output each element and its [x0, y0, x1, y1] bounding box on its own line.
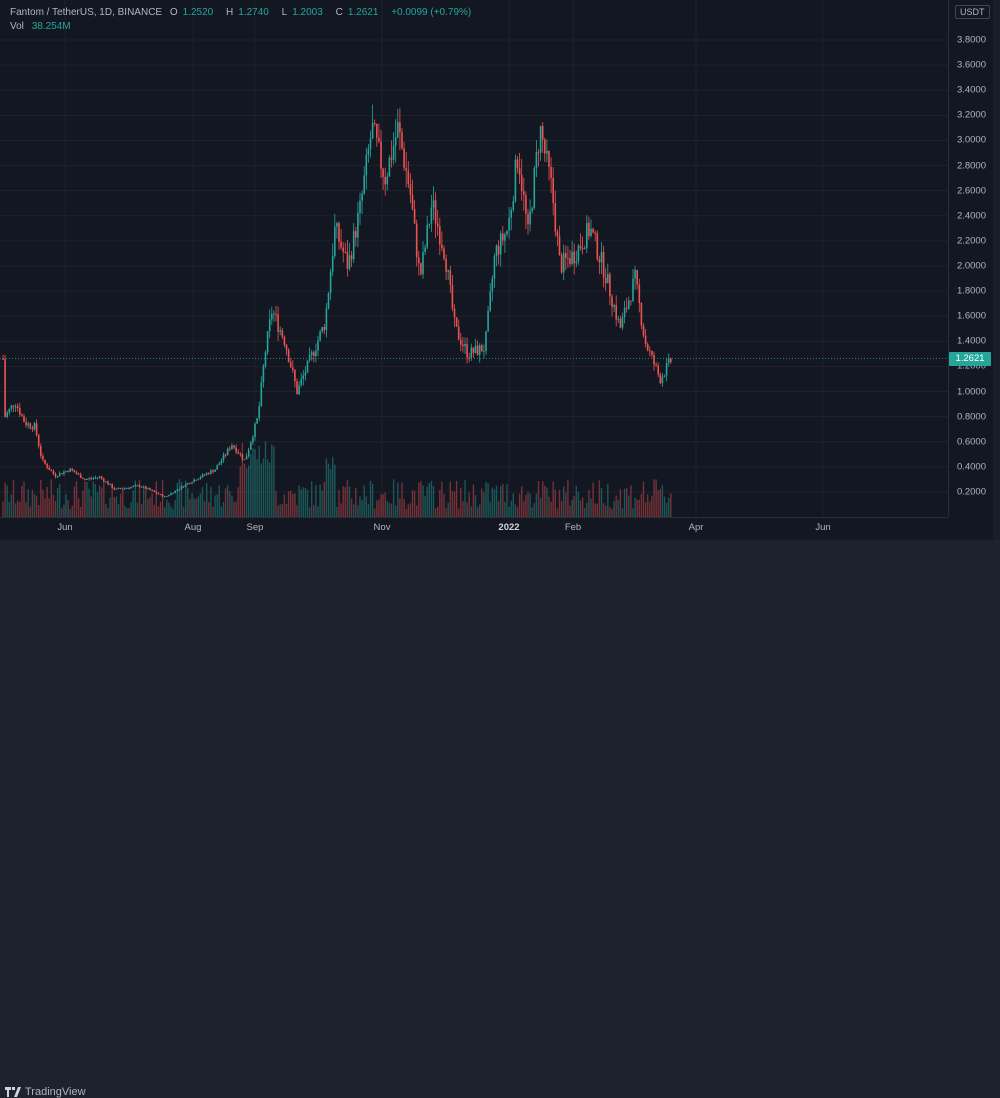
y-tick: 3.6000 — [956, 59, 986, 71]
volume-row: Vol 38.254M — [10, 20, 476, 34]
y-tick: 0.8000 — [956, 411, 986, 423]
footer: TradingView — [0, 540, 1000, 1098]
low-value: 1.2003 — [292, 7, 323, 18]
y-tick: 1.2000 — [956, 360, 986, 372]
price-axis[interactable] — [948, 0, 994, 517]
symbol-title[interactable]: Fantom / TetherUS, 1D, BINANCE — [10, 7, 163, 18]
x-tick: 2022 — [498, 522, 520, 533]
x-tick: Feb — [564, 522, 582, 533]
x-tick: Sep — [246, 522, 264, 533]
y-tick: 0.2000 — [956, 486, 986, 498]
tradingview-brand[interactable]: TradingView — [5, 1086, 86, 1098]
x-tick: Nov — [373, 522, 391, 533]
open-value: 1.2520 — [182, 7, 214, 18]
volume-label[interactable]: Vol — [10, 21, 24, 32]
chart-frame: Fantom / TetherUS, 1D, BINANCE O 1.2520 H… — [0, 0, 1000, 540]
brand-label: TradingView — [25, 1086, 86, 1098]
right-edge-strip — [993, 0, 1000, 540]
change-value: +0.0099 (+0.79%) — [391, 7, 472, 18]
y-tick: 2.0000 — [956, 260, 986, 272]
y-tick: 2.2000 — [956, 235, 986, 247]
y-tick: 0.6000 — [956, 436, 986, 448]
y-tick: 1.4000 — [956, 335, 986, 347]
y-tick: 3.2000 — [956, 109, 986, 121]
y-tick: 2.8000 — [956, 160, 986, 172]
y-tick: 3.8000 — [956, 34, 986, 46]
tradingview-logo-icon — [5, 1087, 21, 1097]
currency-button[interactable]: USDT — [955, 5, 990, 19]
ohlc-row: Fantom / TetherUS, 1D, BINANCE O 1.2520 H… — [10, 7, 472, 18]
y-tick: 1.0000 — [956, 386, 986, 398]
x-tick: Apr — [688, 522, 704, 533]
price-chart[interactable] — [0, 0, 948, 517]
y-tick: 3.0000 — [956, 134, 986, 146]
y-tick: 2.6000 — [956, 185, 986, 197]
time-axis[interactable] — [0, 517, 948, 540]
chart-pane[interactable] — [0, 0, 948, 517]
x-tick: Jun — [815, 522, 831, 533]
x-tick: Jun — [57, 522, 73, 533]
y-tick: 1.6000 — [956, 310, 986, 322]
close-value: 1.2621 — [347, 7, 379, 18]
volume-value: 38.254M — [31, 21, 71, 32]
last-price-tag: 1.2621 — [949, 351, 991, 366]
y-tick: 2.4000 — [956, 210, 986, 222]
y-tick: 0.4000 — [956, 461, 986, 473]
high-value: 1.2740 — [238, 7, 269, 18]
y-tick: 1.8000 — [956, 285, 986, 297]
chart-legend: Fantom / TetherUS, 1D, BINANCE O 1.2520 H… — [10, 6, 476, 34]
x-tick: Aug — [184, 522, 202, 533]
y-tick: 3.4000 — [956, 84, 986, 96]
